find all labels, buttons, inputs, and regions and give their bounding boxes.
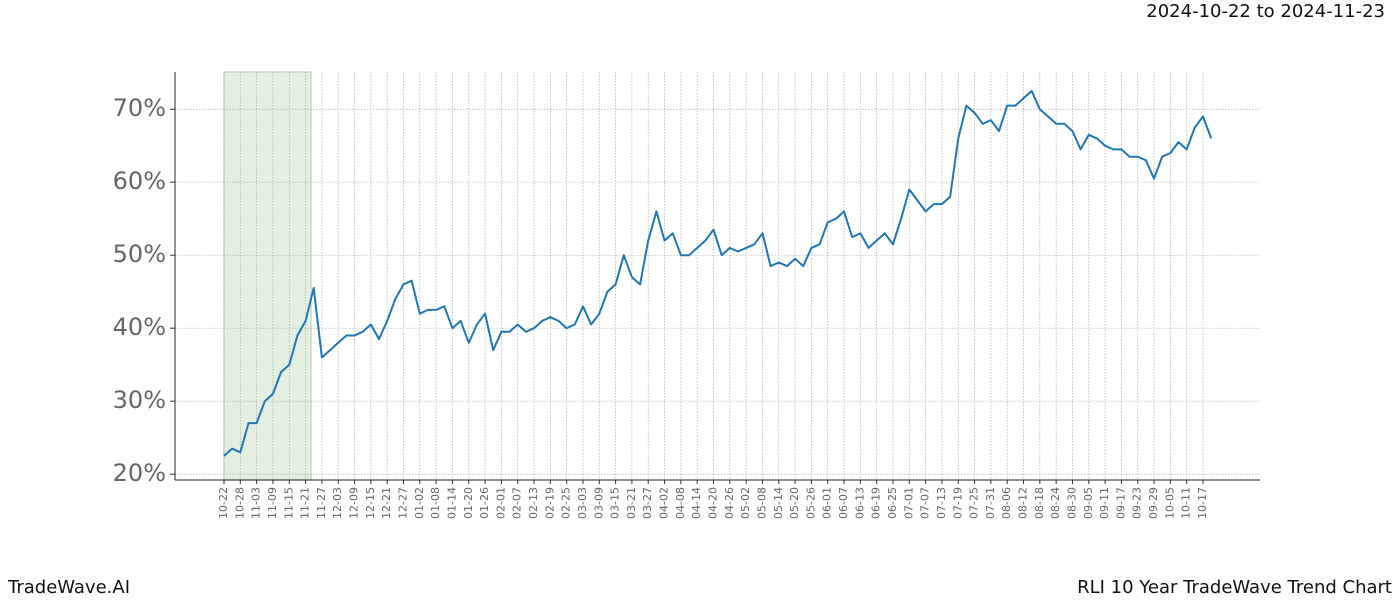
x-tick-label: 01-14 bbox=[445, 487, 458, 519]
x-tick-label: 06-07 bbox=[837, 487, 850, 519]
x-tick-label: 01-26 bbox=[478, 487, 491, 519]
x-tick-label: 02-25 bbox=[560, 487, 573, 519]
x-tick-label: 08-30 bbox=[1065, 487, 1078, 519]
x-tick-label: 04-26 bbox=[723, 487, 736, 519]
footer-right: RLI 10 Year TradeWave Trend Chart bbox=[1077, 577, 1392, 598]
x-tick-label: 06-25 bbox=[886, 487, 899, 519]
x-tick-label: 03-09 bbox=[592, 487, 605, 519]
x-tick-label: 12-03 bbox=[331, 487, 344, 519]
x-tick-label: 01-08 bbox=[429, 487, 442, 519]
x-tick-label: 06-19 bbox=[870, 487, 883, 519]
y-tick-label: 60% bbox=[113, 167, 166, 195]
x-tick-label: 12-27 bbox=[396, 487, 409, 519]
x-tick-label: 10-17 bbox=[1196, 487, 1209, 519]
x-tick-label: 02-13 bbox=[527, 487, 540, 519]
x-tick-label: 04-08 bbox=[674, 487, 687, 519]
x-tick-label: 09-17 bbox=[1114, 487, 1127, 519]
x-tick-label: 04-14 bbox=[690, 487, 703, 519]
x-tick-label: 08-18 bbox=[1033, 487, 1046, 519]
y-tick-label: 70% bbox=[113, 94, 166, 122]
x-tick-label: 07-01 bbox=[902, 487, 915, 519]
x-tick-label: 09-23 bbox=[1131, 487, 1144, 519]
highlight-window bbox=[223, 71, 312, 481]
footer-left: TradeWave.AI bbox=[7, 577, 130, 598]
x-tick-label: 05-02 bbox=[739, 487, 752, 519]
x-tick-label: 02-01 bbox=[494, 487, 507, 519]
x-tick-label: 07-31 bbox=[984, 487, 997, 519]
x-tick-label: 10-22 bbox=[217, 487, 230, 519]
data-line bbox=[223, 90, 1213, 457]
x-tick-label: 04-20 bbox=[707, 487, 720, 519]
x-tick-label: 01-20 bbox=[462, 487, 475, 519]
x-tick-label: 08-06 bbox=[1000, 487, 1013, 519]
x-tick-label: 09-11 bbox=[1098, 487, 1111, 519]
x-tick-label: 10-05 bbox=[1163, 487, 1176, 519]
x-tick-label: 11-21 bbox=[299, 487, 312, 519]
x-tick-label: 05-20 bbox=[788, 487, 801, 519]
x-tick-label: 11-09 bbox=[266, 487, 279, 519]
x-tick-label: 09-29 bbox=[1147, 487, 1160, 519]
x-tick-label: 08-12 bbox=[1017, 487, 1030, 519]
y-tick-label: 20% bbox=[113, 459, 166, 487]
x-tick-label: 12-15 bbox=[364, 487, 377, 519]
x-tick-label: 04-02 bbox=[658, 487, 671, 519]
x-tick-label: 12-21 bbox=[380, 487, 393, 519]
y-tick-label: 40% bbox=[113, 313, 166, 341]
x-tick-label: 05-08 bbox=[755, 487, 768, 519]
x-tick-label: 07-19 bbox=[951, 487, 964, 519]
x-tick-label: 01-02 bbox=[413, 487, 426, 519]
x-tick-label: 03-15 bbox=[609, 487, 622, 519]
x-tick-label: 05-26 bbox=[804, 487, 817, 519]
x-tick-label: 09-05 bbox=[1082, 487, 1095, 519]
x-tick-label: 10-28 bbox=[233, 487, 246, 519]
x-tick-label: 11-15 bbox=[282, 487, 295, 519]
x-tick-label: 06-01 bbox=[821, 487, 834, 519]
y-tick-label: 30% bbox=[113, 386, 166, 414]
x-tick-label: 11-27 bbox=[315, 487, 328, 519]
y-tick-label: 50% bbox=[113, 240, 166, 268]
x-tick-label: 03-27 bbox=[641, 487, 654, 519]
x-tick-label: 07-13 bbox=[935, 487, 948, 519]
x-tick-label: 07-07 bbox=[919, 487, 932, 519]
x-tick-label: 12-09 bbox=[348, 487, 361, 519]
x-tick-label: 05-14 bbox=[772, 487, 785, 519]
x-tick-label: 08-24 bbox=[1049, 487, 1062, 519]
x-tick-label: 02-07 bbox=[511, 487, 524, 519]
x-tick-label: 06-13 bbox=[853, 487, 866, 519]
x-tick-label: 03-21 bbox=[625, 487, 638, 519]
subtitle: 2024-10-22 to 2024-11-23 bbox=[1146, 1, 1385, 22]
x-tick-label: 11-03 bbox=[250, 487, 263, 519]
x-tick-label: 03-03 bbox=[576, 487, 589, 519]
x-tick-label: 10-11 bbox=[1180, 487, 1193, 519]
x-tick-label: 02-19 bbox=[543, 487, 556, 519]
x-tick-label: 07-25 bbox=[968, 487, 981, 519]
